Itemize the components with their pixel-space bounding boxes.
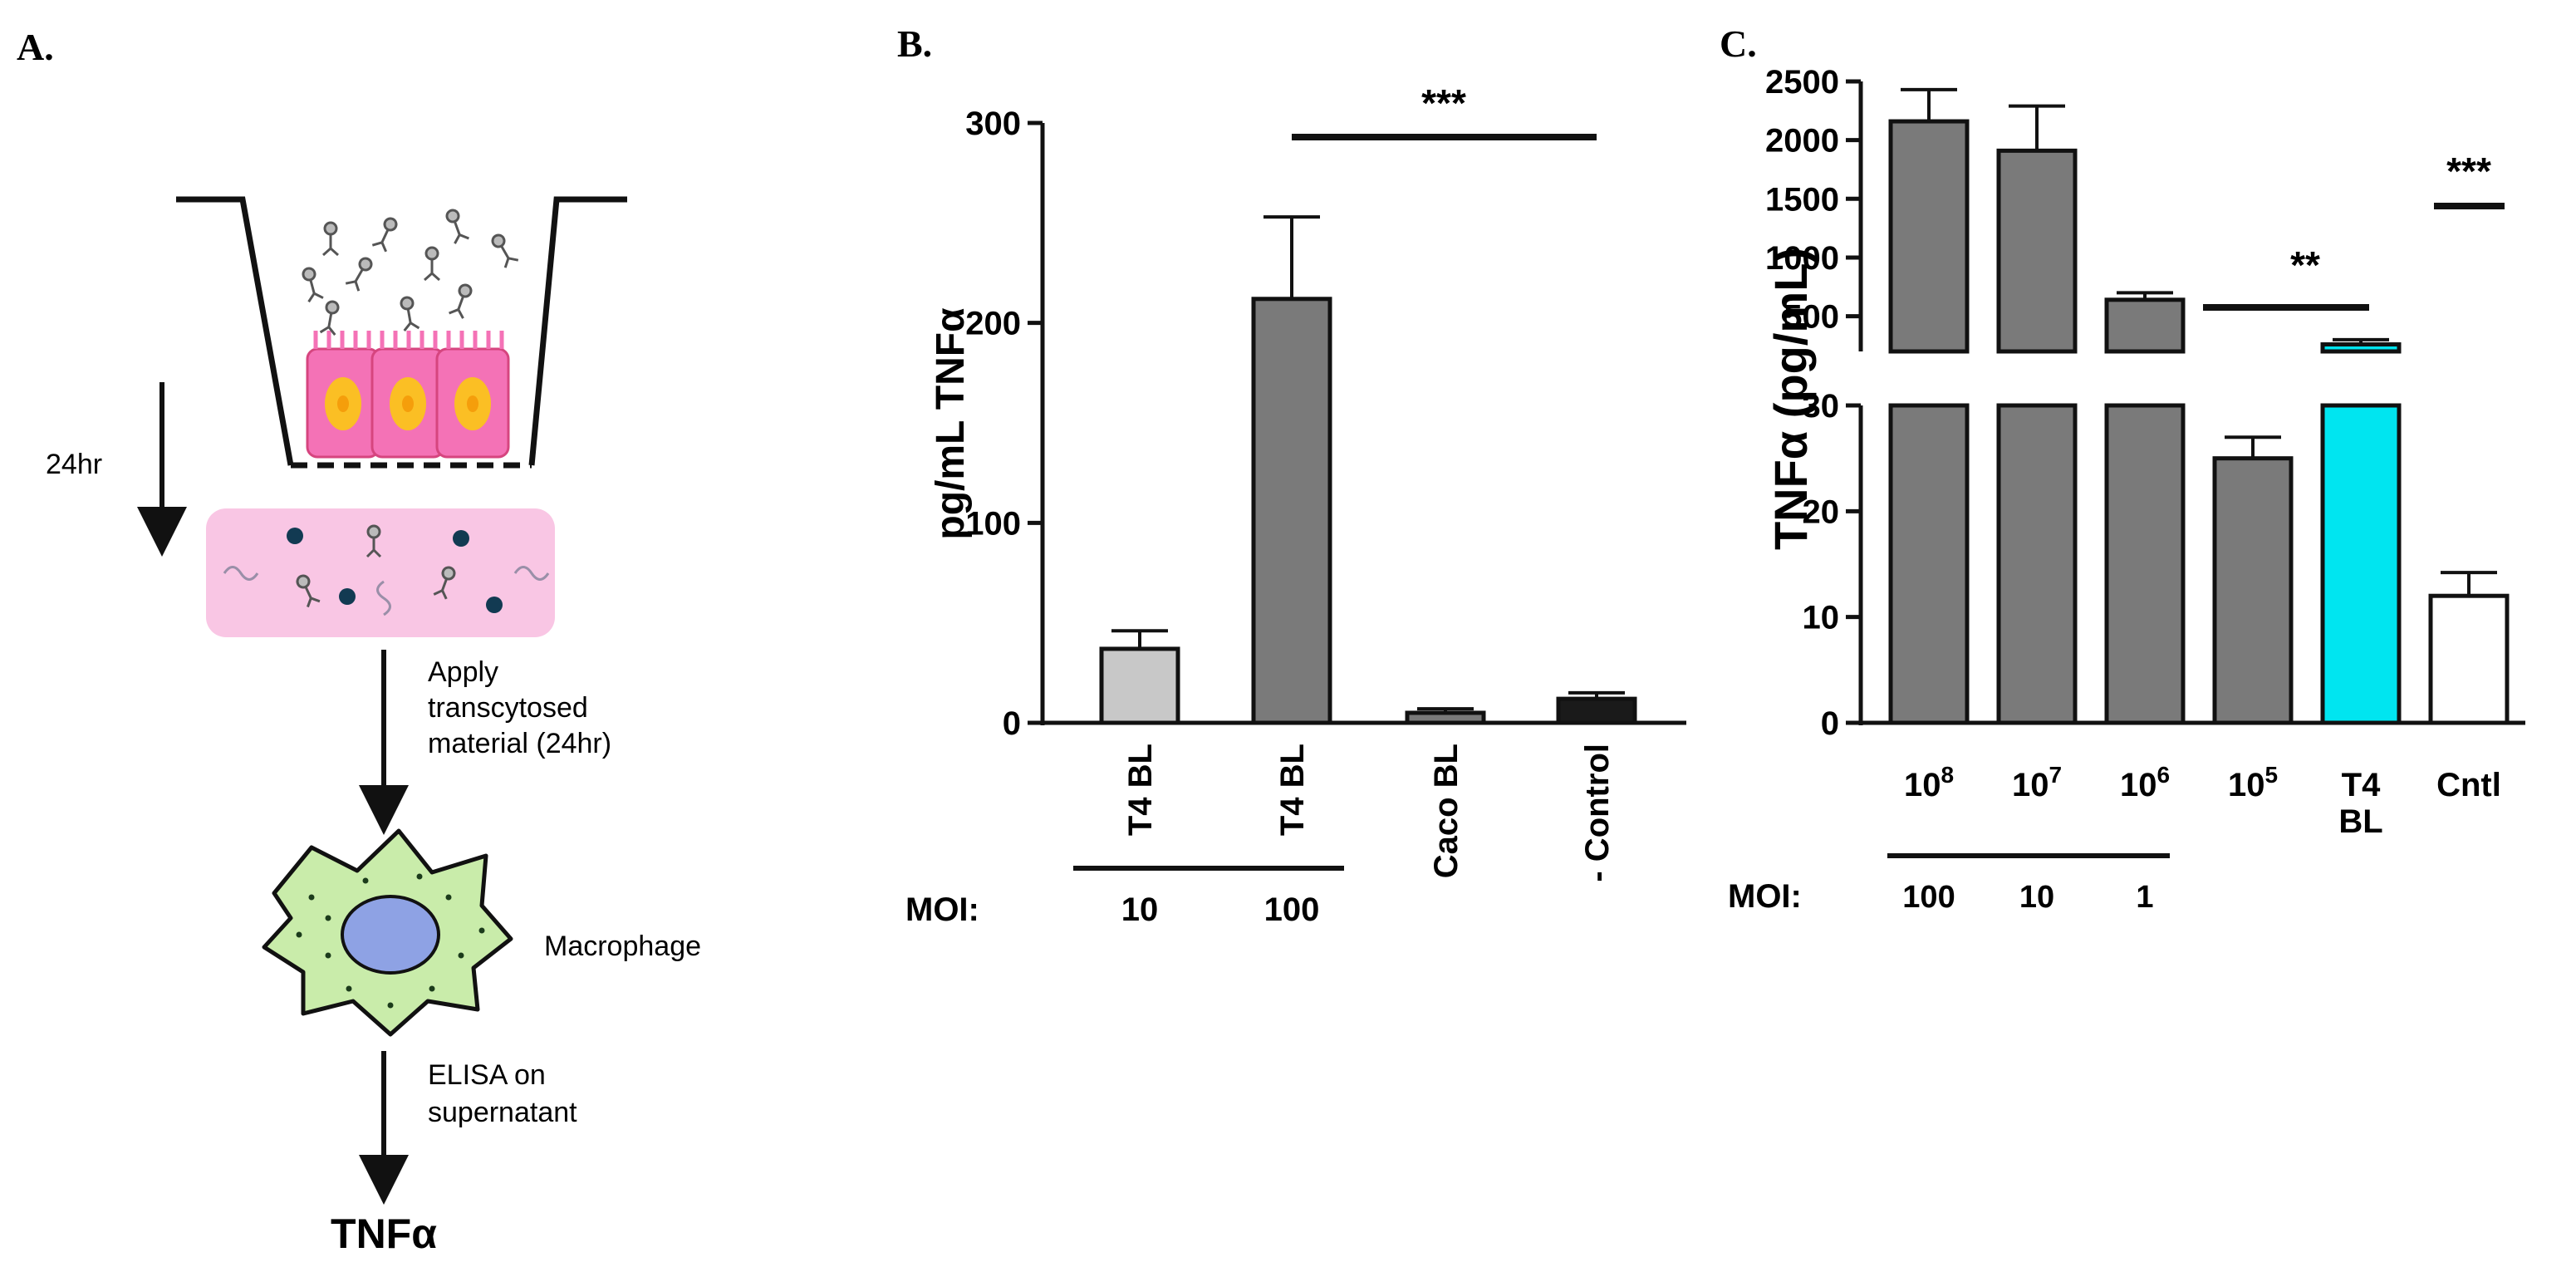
panel-c-letter: C. — [1720, 22, 1757, 65]
x-tick-exponent: 6 — [2156, 762, 2170, 788]
bar — [2212, 456, 2294, 725]
x-tick-base: 10 — [2012, 767, 2049, 803]
x-tick-base: 10 — [2228, 767, 2265, 803]
y-tick-label: 30 — [1803, 388, 1840, 425]
group-value: 1 — [2136, 880, 2153, 915]
x-tick-label: - Control — [1579, 744, 1616, 882]
y-tick-label: 20 — [1803, 494, 1840, 530]
bar — [1099, 646, 1180, 725]
bar — [1251, 297, 1332, 725]
step3-label-line1: ELISA on — [428, 1059, 546, 1091]
significance-label: *** — [2446, 150, 2491, 193]
bar — [1888, 403, 1970, 725]
panel-c: C. 0 10 20 30 500 1000 1500 2000 2500 TNFα (pg/mL… — [1720, 22, 2525, 915]
significance-label: ** — [2290, 243, 2320, 287]
x-tick-base: 10 — [2120, 767, 2157, 803]
group-value: 100 — [1902, 880, 1955, 915]
x-tick-label: 105 — [2228, 762, 2278, 803]
step2-label-line3: material (24hr) — [428, 728, 611, 759]
granules — [296, 873, 485, 1009]
x-tick-exponent: 8 — [1941, 762, 1954, 788]
transwell-insert — [176, 196, 627, 466]
significance-label: *** — [1421, 81, 1466, 125]
chart-c: 0 10 20 30 500 1000 1500 2000 2500 TNFα (pg/mL) 10… — [1728, 64, 2525, 915]
phage-icon — [302, 209, 519, 336]
x-tick-label: 106 — [2120, 762, 2170, 803]
cell-label: Macrophage — [544, 931, 701, 962]
y-tick-label: 0 — [1003, 705, 1021, 742]
y-tick-label: 1500 — [1765, 181, 1839, 218]
x-tick-label: Cntl — [2436, 767, 2501, 803]
macrophage-nucleus — [341, 895, 440, 975]
x-tick-base: 10 — [1904, 767, 1941, 803]
y-tick-label: 1000 — [1765, 240, 1839, 277]
x-tick-exponent: 5 — [2264, 762, 2278, 788]
y-tick-label: 0 — [1821, 705, 1839, 742]
bar-upper — [1996, 148, 2078, 354]
panel-b-letter: B. — [897, 22, 932, 65]
group-label: MOI: — [905, 891, 979, 928]
group-label: MOI: — [1728, 878, 1802, 915]
medium-contents — [223, 524, 550, 616]
x-tick-label: T4 BL — [1274, 744, 1311, 836]
group-value: 100 — [1264, 891, 1320, 928]
y-tick-label: 2000 — [1765, 123, 1839, 160]
step2-label-line2: transcytosed — [428, 692, 588, 724]
x-tick-label: 107 — [2012, 762, 2062, 803]
group-value: 10 — [1121, 891, 1159, 928]
x-tick-exponent: 7 — [2049, 762, 2062, 788]
bar — [1996, 403, 2078, 725]
chart-b: 0 100 200 300 pg/mL TNFα T4 BL T4 BL Caco BL - C… — [905, 81, 1686, 928]
x-tick-label: T4 BL — [1122, 744, 1159, 836]
y-tick-label: 2500 — [1765, 64, 1839, 101]
x-tick-label: 108 — [1904, 762, 1954, 803]
bar-upper — [2104, 297, 2186, 354]
bar — [1405, 710, 1486, 725]
panel-a-letter: A. — [17, 26, 54, 68]
bar-upper — [2320, 342, 2402, 354]
bar — [2320, 403, 2402, 725]
group-value: 10 — [2019, 880, 2054, 915]
panel-a: A. — [17, 26, 701, 1257]
y-axis-label: TNFα (pg/mL) — [1764, 248, 1817, 550]
y-tick-label: 500 — [1784, 299, 1839, 336]
y-tick-label: 300 — [965, 106, 1021, 142]
x-tick-label: T4 BL — [2338, 767, 2382, 840]
step3-label-line2: supernatant — [428, 1097, 577, 1128]
readout-label: TNFα — [331, 1211, 437, 1257]
basolateral-medium — [206, 508, 555, 637]
bar-upper — [1888, 119, 1970, 354]
bar — [2428, 593, 2510, 725]
x-tick-line: BL — [2338, 803, 2382, 840]
epithelial-monolayer — [306, 331, 510, 459]
step1-time-label: 24hr — [46, 449, 102, 480]
bar — [2104, 403, 2186, 725]
y-axis-label: pg/mL TNFα — [929, 307, 973, 540]
bar — [1556, 696, 1637, 725]
y-tick-label: 10 — [1803, 600, 1840, 636]
panel-b: B. 0 100 200 300 pg/mL TNFα T4 BL T4 BL Caco BL… — [897, 22, 1686, 928]
y-tick-label: 200 — [965, 306, 1021, 342]
x-tick-line: T4 — [2342, 767, 2381, 803]
y-tick-label: 100 — [965, 505, 1021, 542]
step2-label-line1: Apply — [428, 656, 498, 688]
x-tick-label: Caco BL — [1428, 744, 1465, 878]
